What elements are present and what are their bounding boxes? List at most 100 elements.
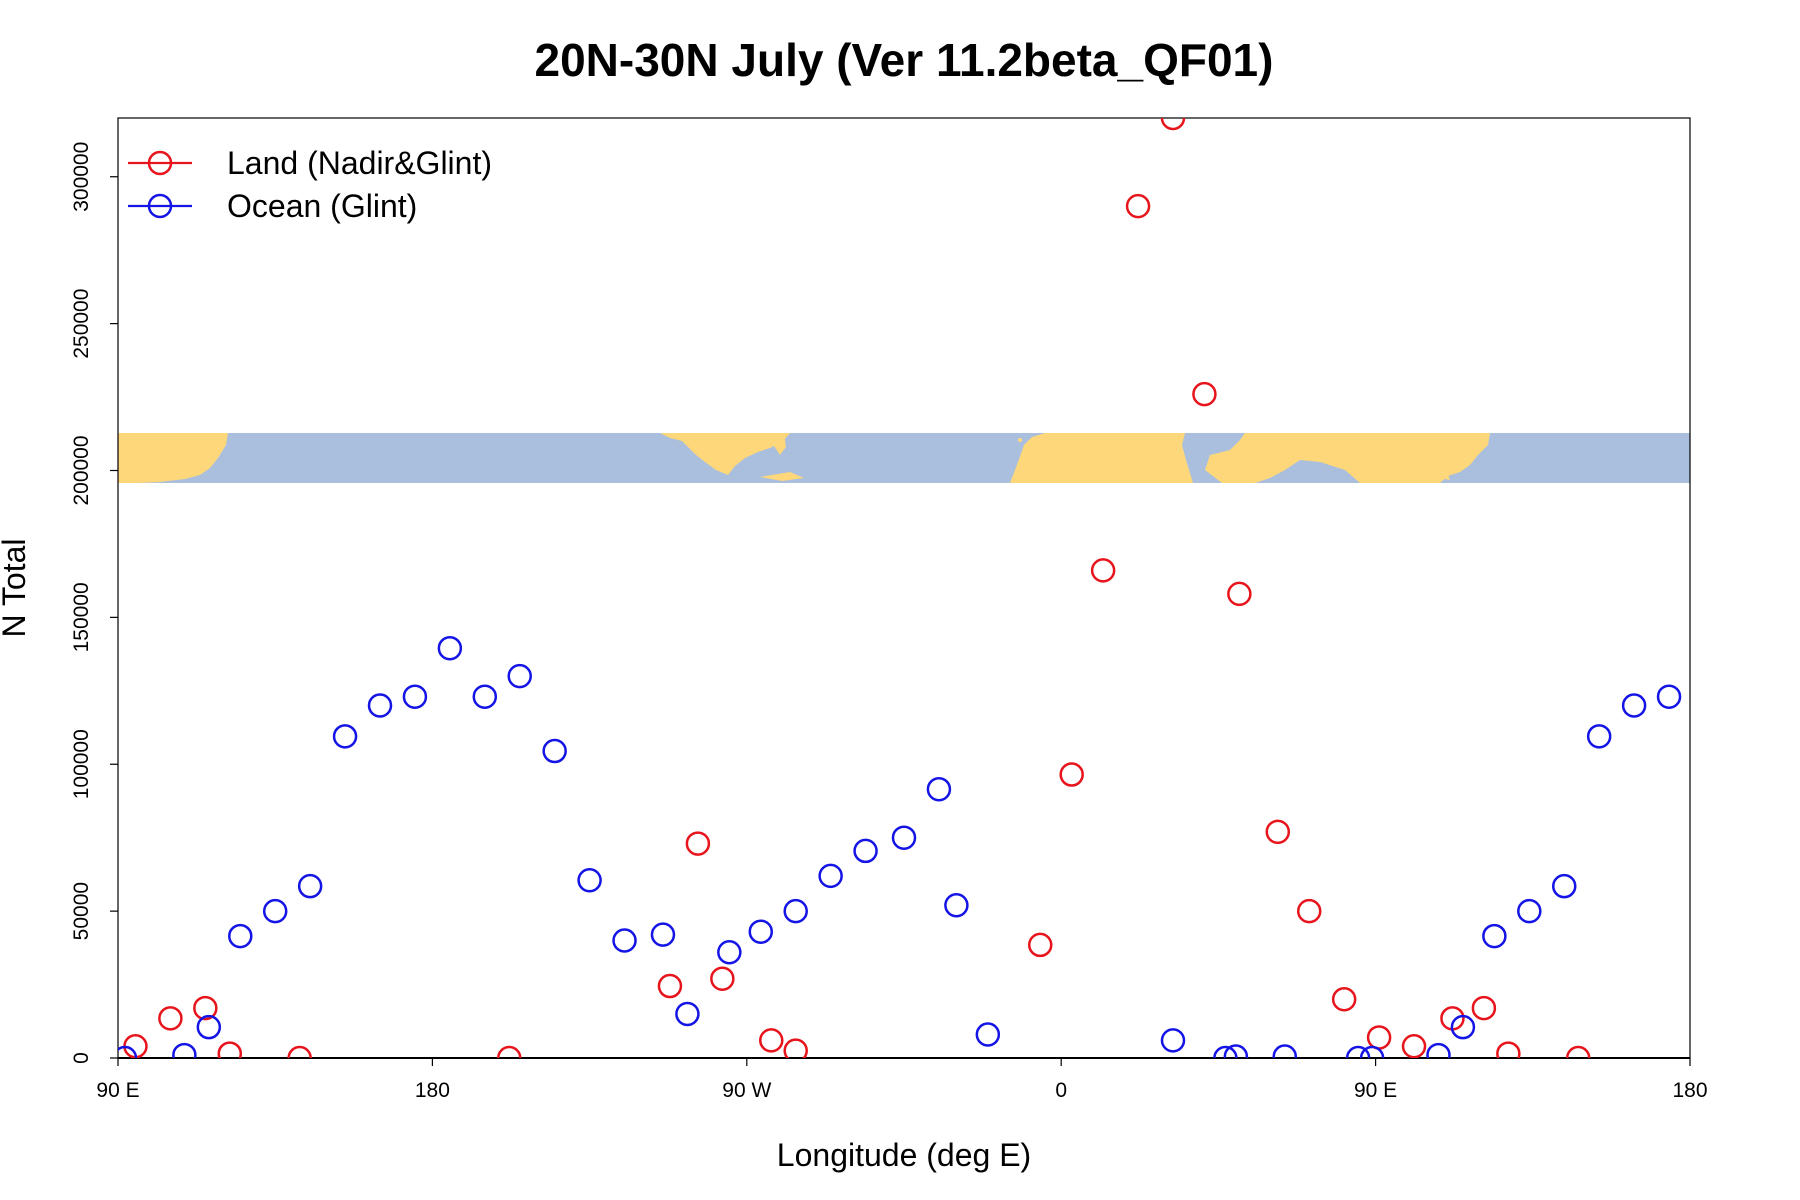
ocean-point (118, 1045, 138, 1058)
ocean-point (783, 898, 808, 924)
land-point (1059, 762, 1084, 787)
ocean-point (1213, 1045, 1238, 1058)
ocean-point (1621, 693, 1647, 718)
ocean-point (1223, 1044, 1249, 1058)
map-land-asia-left (118, 433, 228, 483)
land-point (759, 1028, 784, 1053)
land-point (710, 966, 735, 991)
map-land-asia (1205, 433, 1490, 483)
land-point (1331, 987, 1357, 1012)
x-tick-label: 90 W (722, 1079, 771, 1102)
legend-ocean-marker (147, 193, 173, 219)
y-tick-label: 150000 (70, 582, 93, 652)
map-land-north-america (660, 433, 790, 475)
ocean-point (1426, 1042, 1451, 1058)
ocean-point (1517, 898, 1542, 924)
ocean-point (1345, 1045, 1371, 1058)
x-tick-label: 180 (1672, 1079, 1707, 1102)
ocean-point (262, 898, 288, 924)
map-land-taiwan (1440, 472, 1450, 480)
ocean-point (1656, 684, 1682, 709)
ocean-point (332, 724, 358, 749)
map-land-africa (1010, 433, 1193, 483)
ocean-point (367, 693, 393, 718)
land-point (1125, 193, 1151, 219)
land-point (1296, 898, 1322, 924)
ocean-point (172, 1042, 197, 1058)
ocean-point (402, 684, 428, 709)
ocean-point (650, 922, 676, 947)
ocean-point (228, 923, 253, 949)
map-land-cuba (760, 472, 804, 481)
land-point (1471, 995, 1497, 1021)
land-point (783, 1038, 808, 1058)
ocean-point (612, 928, 637, 953)
ocean-point (577, 868, 602, 893)
x-tick-label: 0 (1055, 1079, 1067, 1102)
ocean-point (1359, 1045, 1385, 1058)
series-land (123, 118, 1591, 1058)
legend: Land (Nadir&Glint) Ocean (Glint) (128, 145, 492, 224)
legend-ocean-label: Ocean (Glint) (227, 188, 417, 224)
land-point (1160, 118, 1186, 131)
ocean-point (1482, 923, 1507, 949)
land-point (1192, 381, 1217, 407)
y-tick-label: 300000 (70, 142, 93, 212)
y-tick-label: 250000 (70, 289, 93, 359)
y-tick-label: 50000 (70, 882, 93, 940)
ocean-point (748, 919, 774, 944)
map-land-florida (772, 433, 786, 455)
ocean-point (975, 1022, 1001, 1047)
x-tick-label: 90 E (96, 1079, 139, 1102)
map-land-islands (1018, 438, 1022, 442)
land-point (1496, 1041, 1521, 1058)
ocean-point (1160, 1028, 1186, 1053)
ocean-point (717, 940, 742, 965)
x-tick-label: 180 (415, 1079, 450, 1102)
land-point (1401, 1034, 1427, 1058)
plot-area-frame (117, 117, 1691, 1059)
ocean-point (818, 863, 843, 889)
ocean-point (437, 635, 463, 661)
land-point (287, 1045, 312, 1058)
land-point (1027, 932, 1053, 958)
land-point (685, 831, 711, 856)
series-ocean (118, 635, 1682, 1058)
legend-land-marker (147, 150, 173, 176)
ocean-point (1551, 873, 1577, 899)
y-tick-label: 100000 (70, 729, 93, 799)
ocean-point (675, 1001, 700, 1027)
ocean-point (926, 776, 952, 802)
ocean-point (542, 738, 567, 764)
land-point (657, 973, 683, 999)
land-point (1227, 581, 1252, 607)
ocean-point (472, 684, 498, 709)
land-point (1565, 1045, 1591, 1058)
land-point (1265, 819, 1291, 845)
y-tick-label: 0 (70, 1052, 93, 1064)
ocean-point (1586, 724, 1612, 749)
land-point (1090, 558, 1116, 583)
ocean-point (853, 838, 878, 864)
land-point (217, 1041, 243, 1058)
ocean-point (891, 825, 917, 850)
land-point (497, 1045, 522, 1058)
ocean-point (297, 873, 323, 899)
x-tick-label: 90 E (1354, 1079, 1397, 1102)
legend-land-label: Land (Nadir&Glint) (227, 145, 492, 181)
x-axis: 90 E 180 90 W 0 90 E 180 (96, 1058, 1708, 1102)
land-point (193, 995, 218, 1021)
land-point (158, 1006, 183, 1031)
series-layer (118, 118, 1682, 1058)
land-point (1366, 1025, 1392, 1050)
ocean-point (1272, 1044, 1298, 1058)
ocean-point (944, 893, 969, 918)
ocean-point (1450, 1014, 1476, 1040)
y-axis: 0 50000 100000 150000 200000 250000 300000 (70, 142, 118, 1064)
ocean-point (196, 1014, 222, 1040)
x-axis-label: Longitude (deg E) (777, 1137, 1031, 1173)
world-map-strip (118, 433, 1690, 483)
ocean-point (507, 663, 532, 689)
